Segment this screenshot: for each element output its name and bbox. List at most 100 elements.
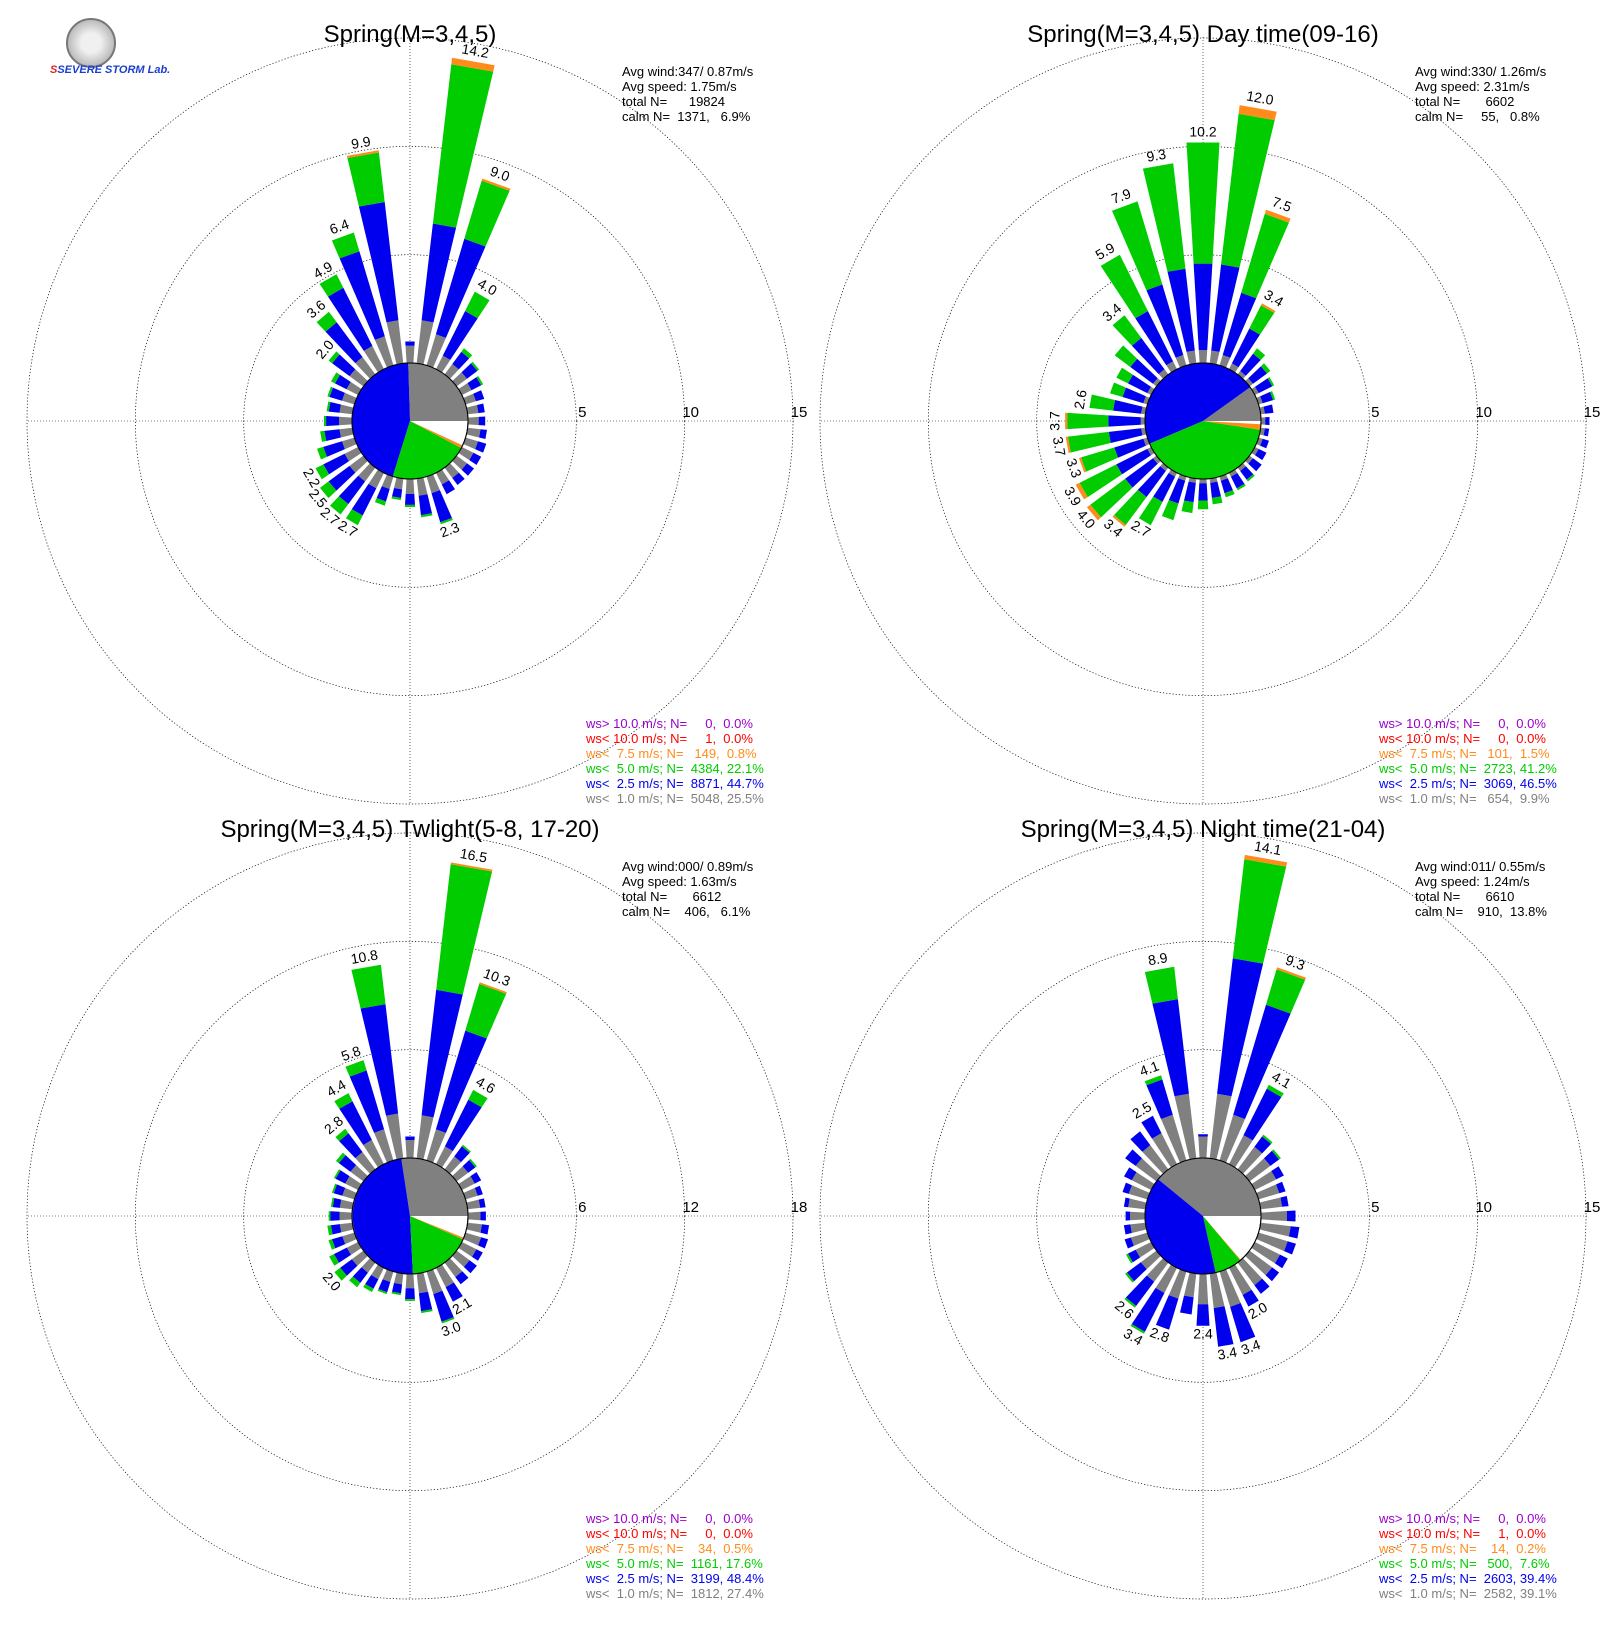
wind-bar-segment xyxy=(1251,1242,1280,1264)
wind-bar-segment xyxy=(461,363,478,379)
wind-bar-40 xyxy=(444,348,473,379)
wind-bar-140 xyxy=(444,1258,469,1285)
legend-entry: ws< 1.0 m/s; N= 654, 9.9% xyxy=(1378,791,1550,806)
wind-bar-segment xyxy=(1254,1278,1270,1294)
wind-bar-segment xyxy=(331,1236,346,1249)
wind-bar-segment xyxy=(1155,1264,1177,1293)
wind-bar-segment xyxy=(1245,1158,1271,1182)
bar-total-label: 3.4 xyxy=(1239,1336,1263,1358)
wind-bar-70 xyxy=(1256,1181,1286,1200)
wind-bar-segment xyxy=(473,390,485,402)
wind-bar-segment xyxy=(1230,473,1245,489)
wind-bar-segment xyxy=(477,403,485,414)
wind-bar-segment xyxy=(1167,268,1195,352)
wind-bar-70 xyxy=(463,1185,483,1200)
wind-bar-segment xyxy=(1211,264,1240,352)
wind-bar-segment xyxy=(1184,1272,1197,1298)
wind-bar-300 xyxy=(331,372,362,395)
wind-bar-segment xyxy=(1248,458,1262,472)
wind-bar-segment xyxy=(1125,1275,1155,1306)
wind-bar-60 xyxy=(458,1172,482,1190)
wind-bar-segment xyxy=(1153,378,1161,387)
speed-ring xyxy=(1036,1049,1370,1383)
wind-bar-segment xyxy=(1237,1146,1263,1174)
wind-bar-350 xyxy=(1142,163,1197,365)
wind-rose-panel-4: Spring(M=3,4,5) Night time(21-04)5 10 1514… xyxy=(819,816,1600,1601)
wind-bar-segment xyxy=(391,1291,402,1296)
wind-bar-segment xyxy=(405,1140,415,1159)
wind-bar-segment xyxy=(452,372,467,387)
wind-bar-160 xyxy=(1219,1269,1256,1343)
wind-bar-segment xyxy=(405,494,415,505)
legend-entry: ws< 7.5 m/s; N= 149, 0.8% xyxy=(585,746,757,761)
wind-bar-segment xyxy=(1265,1267,1280,1282)
wind-bar-segment xyxy=(1209,1093,1232,1160)
wind-bar-segment xyxy=(1140,417,1146,425)
wind-bar-segment xyxy=(1100,254,1148,319)
wind-bar-segment xyxy=(478,1237,489,1249)
wind-bar-segment xyxy=(1112,201,1163,291)
wind-bar-280 xyxy=(1089,394,1147,415)
speed-class-pie xyxy=(351,362,469,480)
wind-bar-segment xyxy=(374,498,386,506)
wind-bar-segment xyxy=(1112,515,1126,527)
pie-slice xyxy=(392,421,462,479)
wind-bar-segment xyxy=(320,481,337,499)
wind-bar-segment xyxy=(426,334,446,368)
wind-bar-70 xyxy=(1256,391,1276,405)
wind-bar-290 xyxy=(1110,382,1150,405)
wind-bar-segment xyxy=(1108,415,1141,427)
wind-bar-segment xyxy=(1263,428,1270,437)
wind-bar-segment xyxy=(1196,1304,1210,1326)
wind-bar-segment xyxy=(392,488,403,498)
wind-bar-80 xyxy=(1259,404,1274,415)
bar-total-label: 6.4 xyxy=(327,216,351,238)
wind-bar-240 xyxy=(1126,1242,1155,1264)
wind-bar-segment xyxy=(1197,500,1209,510)
wind-bar-segment xyxy=(1210,481,1221,498)
wind-bar-260 xyxy=(1065,427,1147,453)
wind-bar-230 xyxy=(1125,1250,1161,1283)
wind-bar-160 xyxy=(426,1269,455,1324)
wind-bar-segment xyxy=(478,1198,486,1208)
legend-entry: ws< 1.0 m/s; N= 5048, 25.5% xyxy=(585,791,764,806)
wind-bar-segment xyxy=(324,415,327,427)
wind-bar-segment xyxy=(1270,391,1276,401)
wind-bar-150 xyxy=(1229,1264,1259,1307)
wind-bar-segment xyxy=(1265,417,1270,425)
wind-bar-segment xyxy=(334,1267,347,1281)
wind-bar-segment xyxy=(1248,366,1267,384)
wind-bar-segment xyxy=(1127,1249,1141,1263)
wind-bar-segment xyxy=(349,455,368,473)
wind-bar-segment xyxy=(1219,1269,1241,1307)
wind-bar-segment xyxy=(1178,474,1187,481)
wind-bar-segment xyxy=(381,474,394,489)
wind-bar-segment xyxy=(330,1211,340,1221)
wind-bar-segment xyxy=(1079,464,1122,498)
wind-bar-segment xyxy=(469,1158,477,1168)
wind-bar-segment xyxy=(339,1101,372,1145)
wind-bar-segment xyxy=(315,464,329,480)
wind-bar-170 xyxy=(1209,1272,1234,1347)
wind-bar-segment xyxy=(1128,1198,1147,1210)
wind-bar-350 xyxy=(346,150,404,365)
wind-bar-260 xyxy=(1123,1222,1147,1235)
wind-bar-segment xyxy=(371,1264,384,1280)
speed-ring xyxy=(243,1049,577,1383)
wind-bar-segment xyxy=(323,441,345,457)
wind-bar-segment xyxy=(1211,496,1223,505)
wind-bar-segment xyxy=(333,1184,346,1196)
wind-bar-130 xyxy=(452,455,474,476)
wind-bar-segment xyxy=(347,152,385,207)
wind-bar-240 xyxy=(1075,447,1155,500)
wind-bar-50 xyxy=(1245,1149,1281,1182)
wind-bar-130 xyxy=(1245,455,1262,472)
wind-bar-270 xyxy=(1125,1211,1146,1221)
wind-bar-segment xyxy=(455,1271,469,1285)
wind-bar-segment xyxy=(1222,292,1257,358)
wind-bar-230 xyxy=(320,455,368,499)
wind-bar-segment xyxy=(374,336,394,368)
wind-bar-segment xyxy=(1184,481,1196,503)
wind-bar-segment xyxy=(1249,305,1275,335)
wind-bar-50 xyxy=(452,1158,477,1182)
